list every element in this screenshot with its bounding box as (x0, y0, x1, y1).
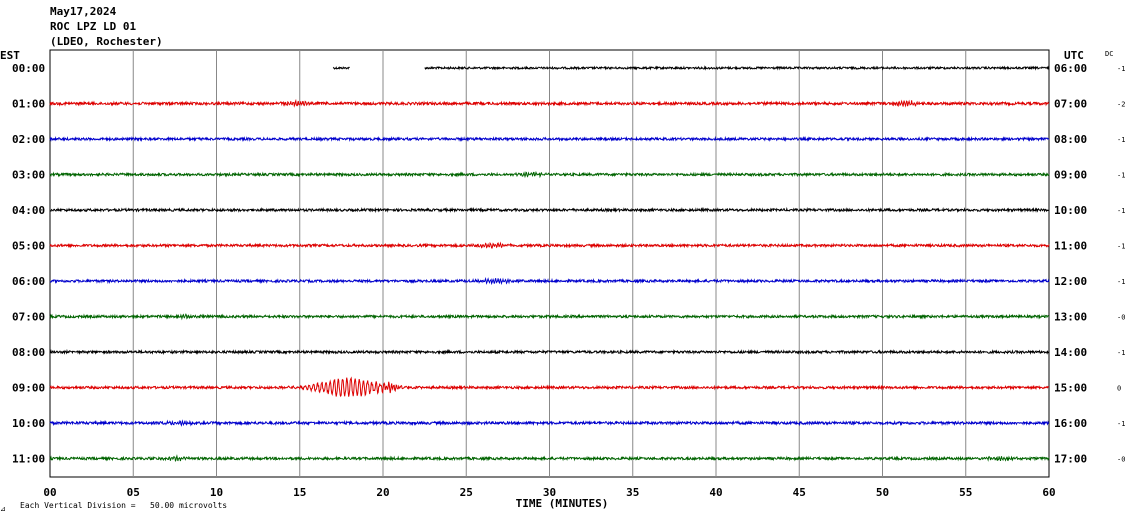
utc-hour-label: 08:00 (1054, 133, 1087, 146)
utc-hour-label: 15:00 (1054, 382, 1087, 395)
dc-offset-label: -0 (1117, 314, 1125, 322)
x-tick-label: 55 (959, 486, 972, 499)
left-axis-title: EST (0, 49, 20, 62)
dc-offset-label: -1 (1117, 207, 1125, 215)
dc-offset-label: -1 (1117, 136, 1125, 144)
utc-hour-label: 12:00 (1054, 275, 1087, 288)
est-hour-label: 08:00 (12, 346, 45, 359)
est-hour-label: 01:00 (12, 98, 45, 111)
row-labels: 00:00 06:00 -1 01:00 07:00 -2 02:00 08:00 -1 03:0… (12, 62, 1125, 466)
scale-note: Each Vertical Division = 50.00 microvolt… (20, 501, 227, 510)
x-tick-label: 35 (626, 486, 639, 499)
header-date: May17,2024 (50, 5, 117, 18)
dc-column-title: DC (1105, 50, 1113, 58)
dc-offset-label: -1 (1117, 243, 1125, 251)
est-hour-label: 06:00 (12, 275, 45, 288)
x-tick-label: 00 (43, 486, 56, 499)
est-hour-label: 05:00 (12, 240, 45, 253)
utc-hour-label: 13:00 (1054, 311, 1087, 324)
right-axis-title: UTC (1064, 49, 1084, 62)
x-tick-label: 50 (876, 486, 889, 499)
est-hour-label: 10:00 (12, 417, 45, 430)
utc-hour-label: 16:00 (1054, 417, 1087, 430)
dc-offset-label: -1 (1117, 420, 1125, 428)
dc-offset-label: -1 (1117, 172, 1125, 180)
waveform-icon: ⊿ (0, 505, 6, 513)
est-hour-label: 11:00 (12, 453, 45, 466)
x-tick-label: 40 (709, 486, 722, 499)
dc-offset-label: -1 (1117, 349, 1125, 357)
dc-offset-label: -1 (1117, 65, 1125, 73)
header-station: ROC LPZ LD 01 (50, 20, 136, 33)
x-axis-label: TIME (MINUTES) (516, 497, 609, 510)
trace-line (333, 67, 1049, 69)
x-tick-label: 05 (127, 486, 140, 499)
dc-offset-label: -1 (1117, 278, 1125, 286)
dc-offset-label: -0 (1117, 456, 1125, 464)
est-hour-label: 07:00 (12, 311, 45, 324)
dc-offset-label: 0 (1117, 385, 1121, 393)
x-tick-label: 15 (293, 486, 306, 499)
x-tick-label: 60 (1042, 486, 1055, 499)
est-hour-label: 00:00 (12, 62, 45, 75)
est-hour-label: 02:00 (12, 133, 45, 146)
utc-hour-label: 10:00 (1054, 204, 1087, 217)
utc-hour-label: 11:00 (1054, 240, 1087, 253)
x-tick-label: 20 (376, 486, 389, 499)
x-tick-label: 25 (460, 486, 473, 499)
grid-lines (133, 50, 966, 477)
est-hour-label: 04:00 (12, 204, 45, 217)
utc-hour-label: 09:00 (1054, 169, 1087, 182)
utc-hour-label: 17:00 (1054, 453, 1087, 466)
utc-hour-label: 06:00 (1054, 62, 1087, 75)
utc-hour-label: 07:00 (1054, 98, 1087, 111)
est-hour-label: 09:00 (12, 382, 45, 395)
dc-offset-label: -2 (1117, 101, 1125, 109)
x-tick-label: 10 (210, 486, 223, 499)
est-hour-label: 03:00 (12, 169, 45, 182)
utc-hour-label: 14:00 (1054, 346, 1087, 359)
x-tick-label: 45 (793, 486, 806, 499)
header-network: (LDEO, Rochester) (50, 35, 163, 48)
